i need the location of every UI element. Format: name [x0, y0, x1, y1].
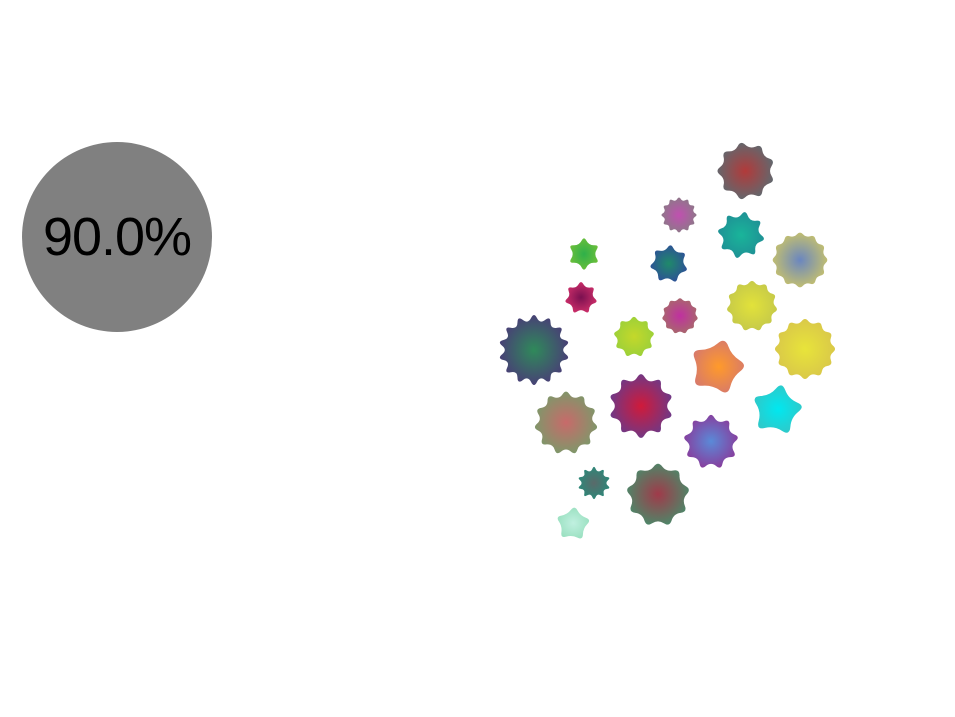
star-target-15[interactable] [754, 385, 802, 433]
star-target-20[interactable] [557, 507, 590, 539]
star-target-7[interactable] [565, 282, 597, 313]
progress-badge: 90.0% [22, 142, 212, 332]
star-target-1[interactable] [717, 142, 773, 200]
star-target-12[interactable] [774, 318, 836, 380]
star-target-17[interactable] [684, 414, 738, 468]
star-target-4[interactable] [772, 232, 828, 288]
star-target-5[interactable] [570, 238, 598, 270]
star-target-9[interactable] [727, 280, 777, 331]
star-target-6[interactable] [650, 245, 687, 282]
star-target-2[interactable] [661, 197, 697, 233]
progress-label: 90.0% [42, 207, 192, 267]
star-target-8[interactable] [662, 298, 698, 334]
star-target-11[interactable] [614, 316, 654, 357]
star-target-16[interactable] [534, 391, 598, 454]
star-target-19[interactable] [627, 463, 689, 525]
star-target-3[interactable] [718, 212, 764, 258]
star-target-13[interactable] [693, 340, 744, 393]
star-target-18[interactable] [578, 466, 610, 500]
star-target-10[interactable] [499, 315, 569, 385]
star-target-14[interactable] [610, 374, 672, 438]
